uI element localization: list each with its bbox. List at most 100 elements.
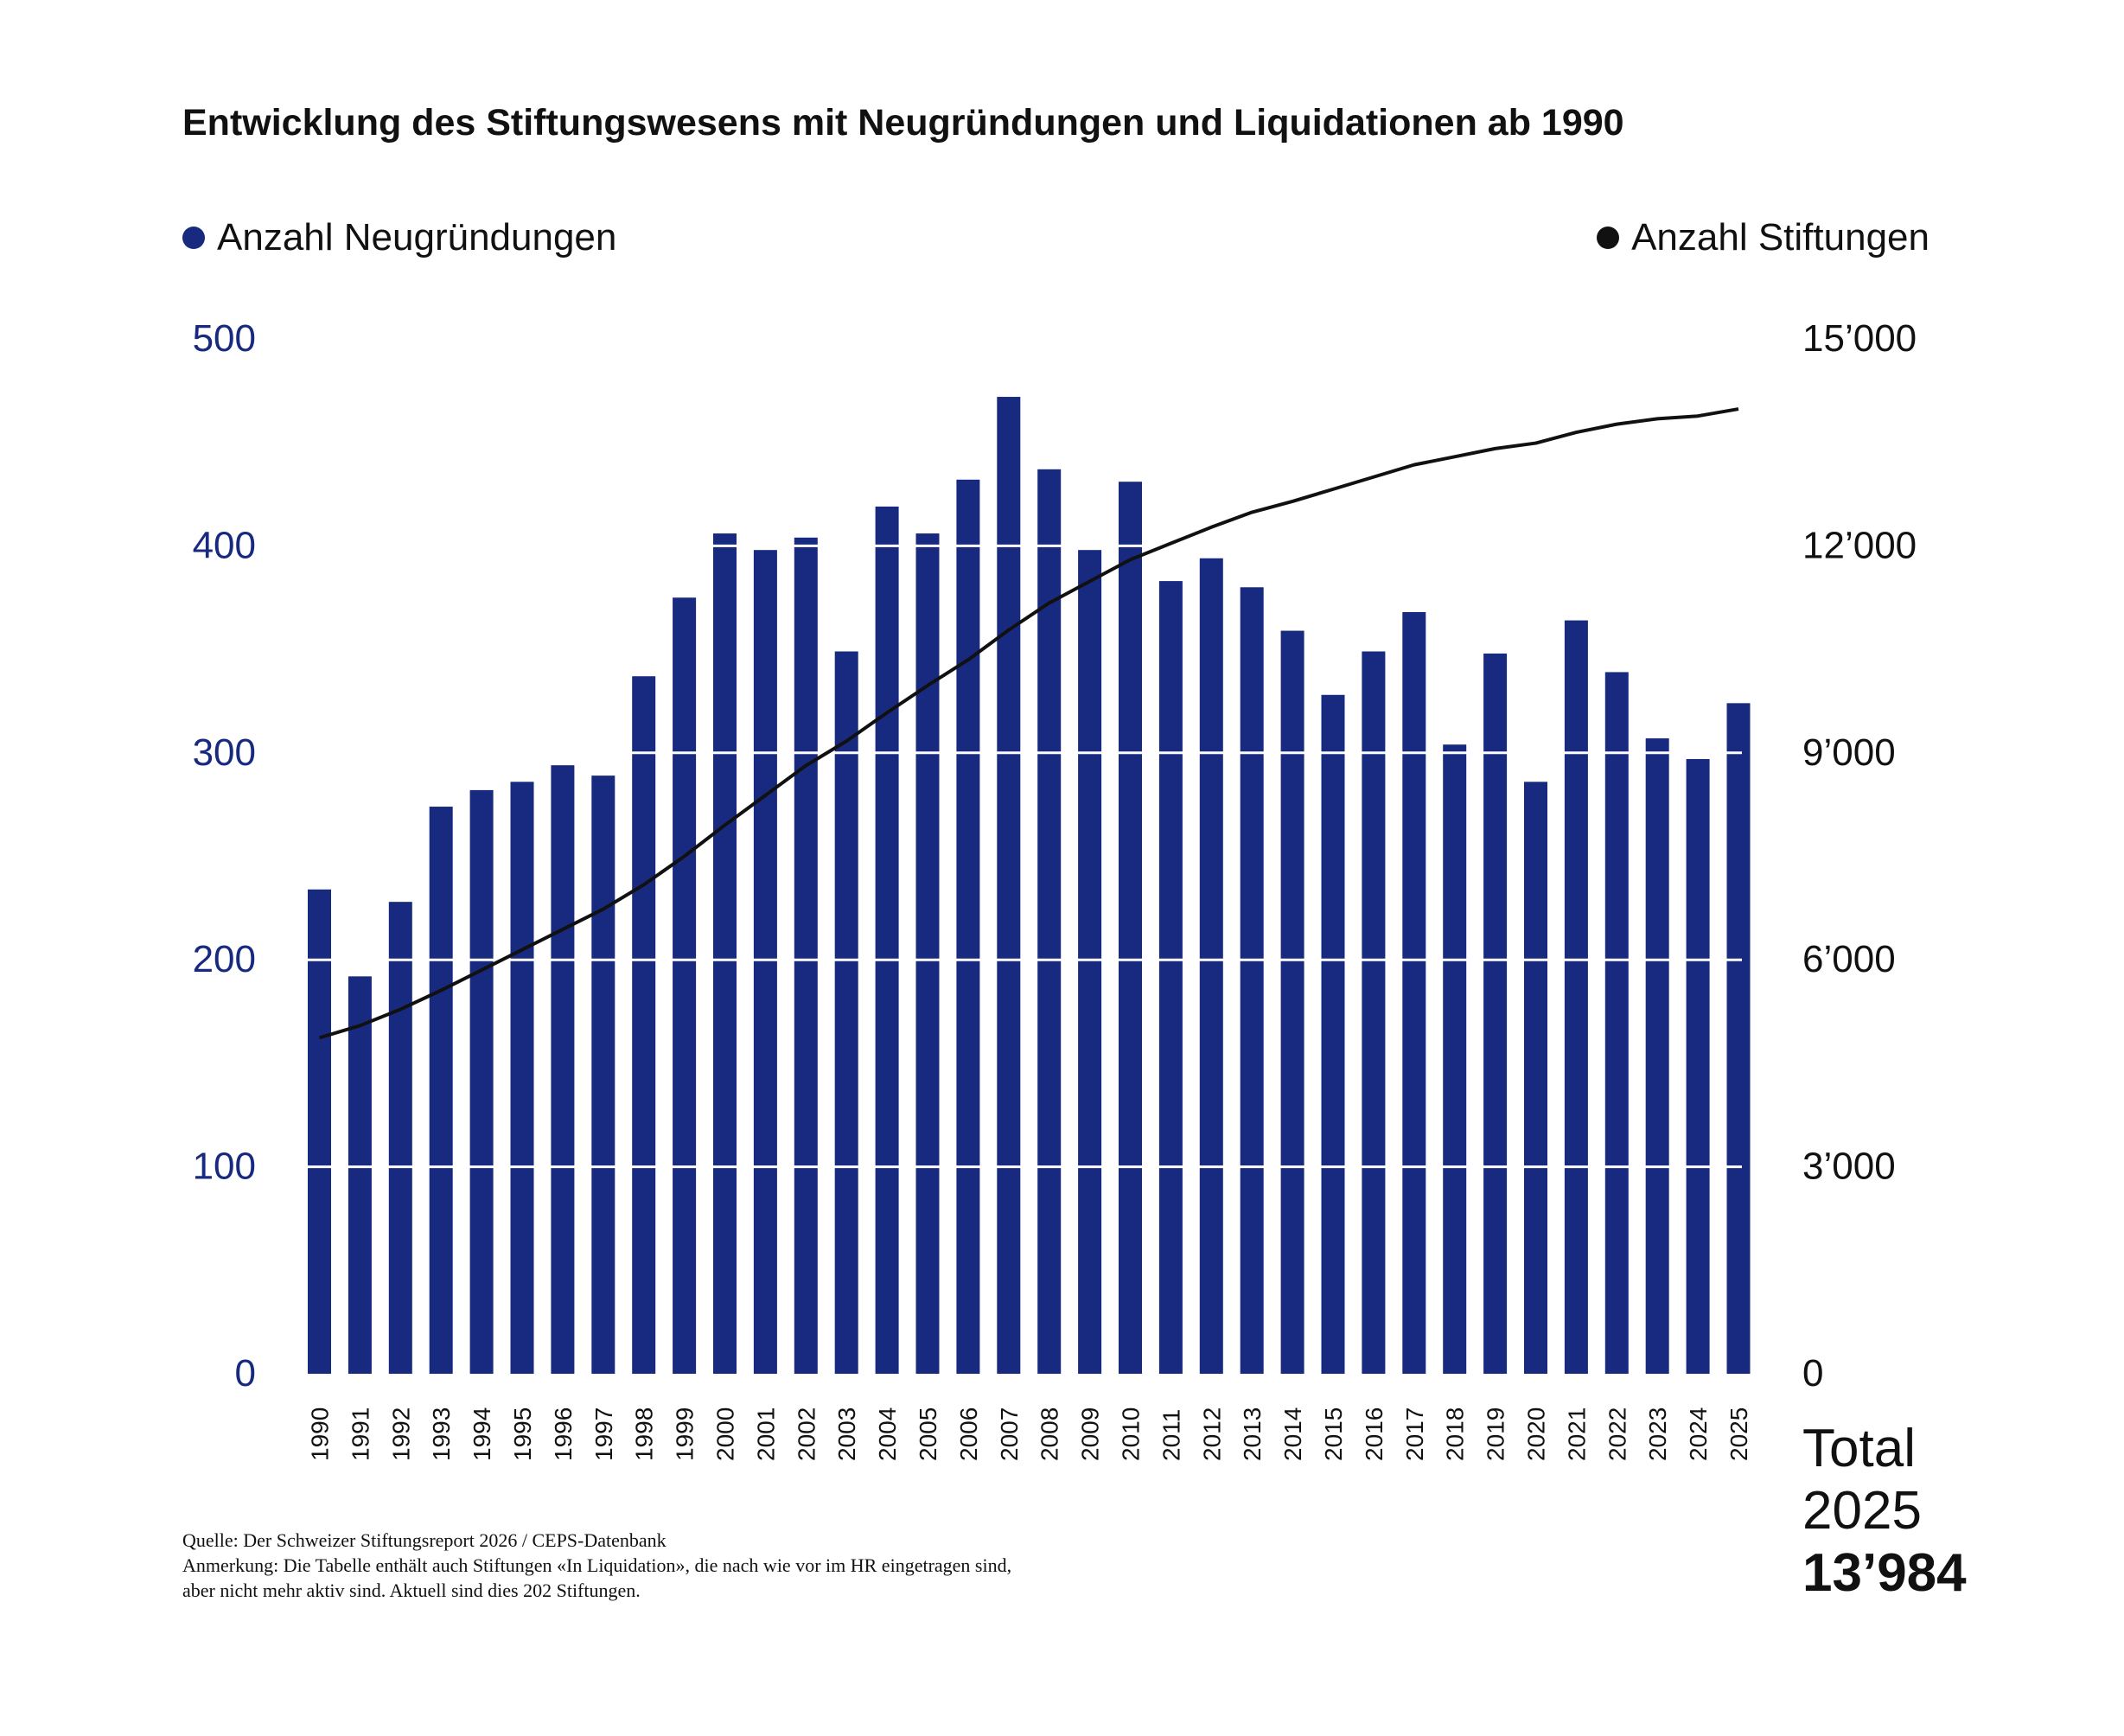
x-tick-label: 2006 bbox=[955, 1407, 982, 1461]
bar-2024 bbox=[1686, 758, 1710, 1374]
left-tick-label: 0 bbox=[235, 1352, 256, 1395]
right-tick-label: 0 bbox=[1802, 1352, 1823, 1395]
x-tick-label: 2022 bbox=[1604, 1407, 1630, 1461]
bar-1998 bbox=[632, 676, 656, 1374]
bar-1990 bbox=[308, 889, 331, 1374]
x-tick-label: 2009 bbox=[1077, 1407, 1104, 1461]
right-tick-label: 15’000 bbox=[1802, 317, 1917, 360]
x-tick-label: 2025 bbox=[1725, 1407, 1752, 1461]
right-tick-label: 9’000 bbox=[1802, 731, 1896, 774]
x-tick-label: 2023 bbox=[1644, 1407, 1671, 1461]
x-tick-label: 1998 bbox=[631, 1407, 658, 1461]
bar-1999 bbox=[673, 597, 697, 1374]
remark-note-1: Anmerkung: Die Tabelle enthält auch Stif… bbox=[182, 1554, 1012, 1576]
x-tick-label: 1999 bbox=[672, 1407, 698, 1461]
right-tick-label: 3’000 bbox=[1802, 1146, 1896, 1188]
line-anzahl-stiftungen bbox=[318, 407, 1739, 1040]
bar-2001 bbox=[753, 550, 777, 1374]
bar-2021 bbox=[1564, 620, 1588, 1374]
legend-stiftungen: Anzahl Stiftungen bbox=[1597, 216, 1929, 259]
bar-2016 bbox=[1362, 651, 1386, 1374]
bar-2007 bbox=[997, 397, 1021, 1375]
x-tick-label: 2012 bbox=[1198, 1407, 1225, 1461]
footnotes: Quelle: Der Schweizer Stiftungsreport 20… bbox=[182, 1528, 1011, 1603]
bar-2023 bbox=[1645, 738, 1669, 1374]
x-tick-label: 2014 bbox=[1279, 1407, 1306, 1461]
legend-neugruendungen: Anzahl Neugründungen bbox=[182, 216, 616, 259]
x-tick-label: 1992 bbox=[387, 1407, 414, 1461]
x-tick-label: 2015 bbox=[1320, 1407, 1347, 1461]
x-tick-label: 1993 bbox=[428, 1407, 455, 1461]
bar-2009 bbox=[1078, 550, 1102, 1374]
x-tick-label: 1995 bbox=[509, 1407, 536, 1461]
bar-2000 bbox=[713, 533, 737, 1374]
bar-2022 bbox=[1604, 672, 1629, 1374]
x-tick-label: 2004 bbox=[874, 1407, 901, 1461]
bar-1995 bbox=[510, 782, 534, 1374]
x-tick-label: 2003 bbox=[833, 1407, 860, 1461]
left-tick-label: 100 bbox=[193, 1146, 256, 1188]
x-tick-label: 2019 bbox=[1483, 1407, 1509, 1461]
total-label: Total bbox=[1802, 1419, 1916, 1478]
x-tick-label: 1994 bbox=[469, 1407, 495, 1461]
bar-2013 bbox=[1240, 587, 1264, 1374]
x-tick-label: 2007 bbox=[996, 1407, 1023, 1461]
bar-2018 bbox=[1443, 744, 1467, 1374]
x-tick-label: 2005 bbox=[915, 1407, 941, 1461]
right-tick-label: 12’000 bbox=[1802, 524, 1917, 566]
x-tick-label: 1996 bbox=[550, 1407, 577, 1461]
bar-2008 bbox=[1037, 469, 1062, 1374]
left-tick-label: 500 bbox=[193, 317, 256, 360]
left-tick-label: 200 bbox=[193, 938, 256, 980]
total-box: Total 2025 13’984 bbox=[1802, 1418, 1967, 1605]
x-tick-label: 1997 bbox=[590, 1407, 617, 1461]
bar-2017 bbox=[1402, 612, 1426, 1374]
x-tick-label: 2000 bbox=[712, 1407, 739, 1461]
bar-2006 bbox=[956, 479, 980, 1374]
x-tick-label: 2011 bbox=[1158, 1409, 1184, 1461]
left-tick-label: 400 bbox=[193, 524, 256, 566]
bar-1996 bbox=[551, 765, 575, 1374]
bar-1992 bbox=[388, 902, 412, 1374]
chart-title: Entwicklung des Stiftungswesens mit Neug… bbox=[182, 102, 1624, 144]
bar-1991 bbox=[348, 976, 372, 1374]
x-tick-label: 1991 bbox=[347, 1407, 373, 1461]
legend-label: Anzahl Stiftungen bbox=[1631, 216, 1929, 258]
legend-dot-line bbox=[1597, 227, 1620, 249]
bar-2011 bbox=[1158, 581, 1183, 1374]
bar-1997 bbox=[591, 775, 616, 1374]
x-tick-label: 2020 bbox=[1523, 1407, 1550, 1461]
legend-label: Anzahl Neugründungen bbox=[217, 216, 617, 258]
bar-2012 bbox=[1199, 558, 1223, 1374]
bar-2003 bbox=[834, 651, 858, 1374]
x-tick-label: 2016 bbox=[1361, 1407, 1387, 1461]
x-tick-label: 2024 bbox=[1685, 1407, 1712, 1461]
x-tick-label: 2010 bbox=[1118, 1407, 1145, 1461]
bar-2014 bbox=[1280, 630, 1304, 1374]
bar-2015 bbox=[1321, 694, 1345, 1374]
remark-note-2: aber nicht mehr aktiv sind. Aktuell sind… bbox=[182, 1580, 641, 1601]
x-tick-label: 2001 bbox=[752, 1407, 779, 1461]
bar-2010 bbox=[1119, 482, 1142, 1374]
bar-2002 bbox=[794, 537, 818, 1374]
x-tick-label: 2017 bbox=[1401, 1407, 1428, 1461]
total-value: 13’984 bbox=[1802, 1543, 1967, 1603]
x-tick-label: 2008 bbox=[1036, 1407, 1063, 1461]
x-tick-label: 1990 bbox=[307, 1407, 334, 1461]
x-tick-label: 2021 bbox=[1563, 1407, 1590, 1461]
bar-2005 bbox=[915, 533, 940, 1374]
bar-2020 bbox=[1524, 782, 1547, 1374]
x-tick-label: 2018 bbox=[1442, 1407, 1469, 1461]
source-note: Quelle: Der Schweizer Stiftungsreport 20… bbox=[182, 1529, 667, 1551]
x-tick-label: 2013 bbox=[1239, 1407, 1266, 1461]
left-tick-label: 300 bbox=[193, 731, 256, 774]
right-tick-label: 6’000 bbox=[1802, 938, 1896, 980]
x-tick-label: 2002 bbox=[793, 1407, 820, 1461]
bar-1993 bbox=[429, 807, 453, 1374]
bar-2019 bbox=[1483, 653, 1508, 1374]
legend-dot-bar bbox=[182, 227, 205, 249]
bar-1994 bbox=[469, 789, 494, 1374]
bar-2025 bbox=[1726, 703, 1751, 1374]
bar-2004 bbox=[875, 506, 899, 1374]
